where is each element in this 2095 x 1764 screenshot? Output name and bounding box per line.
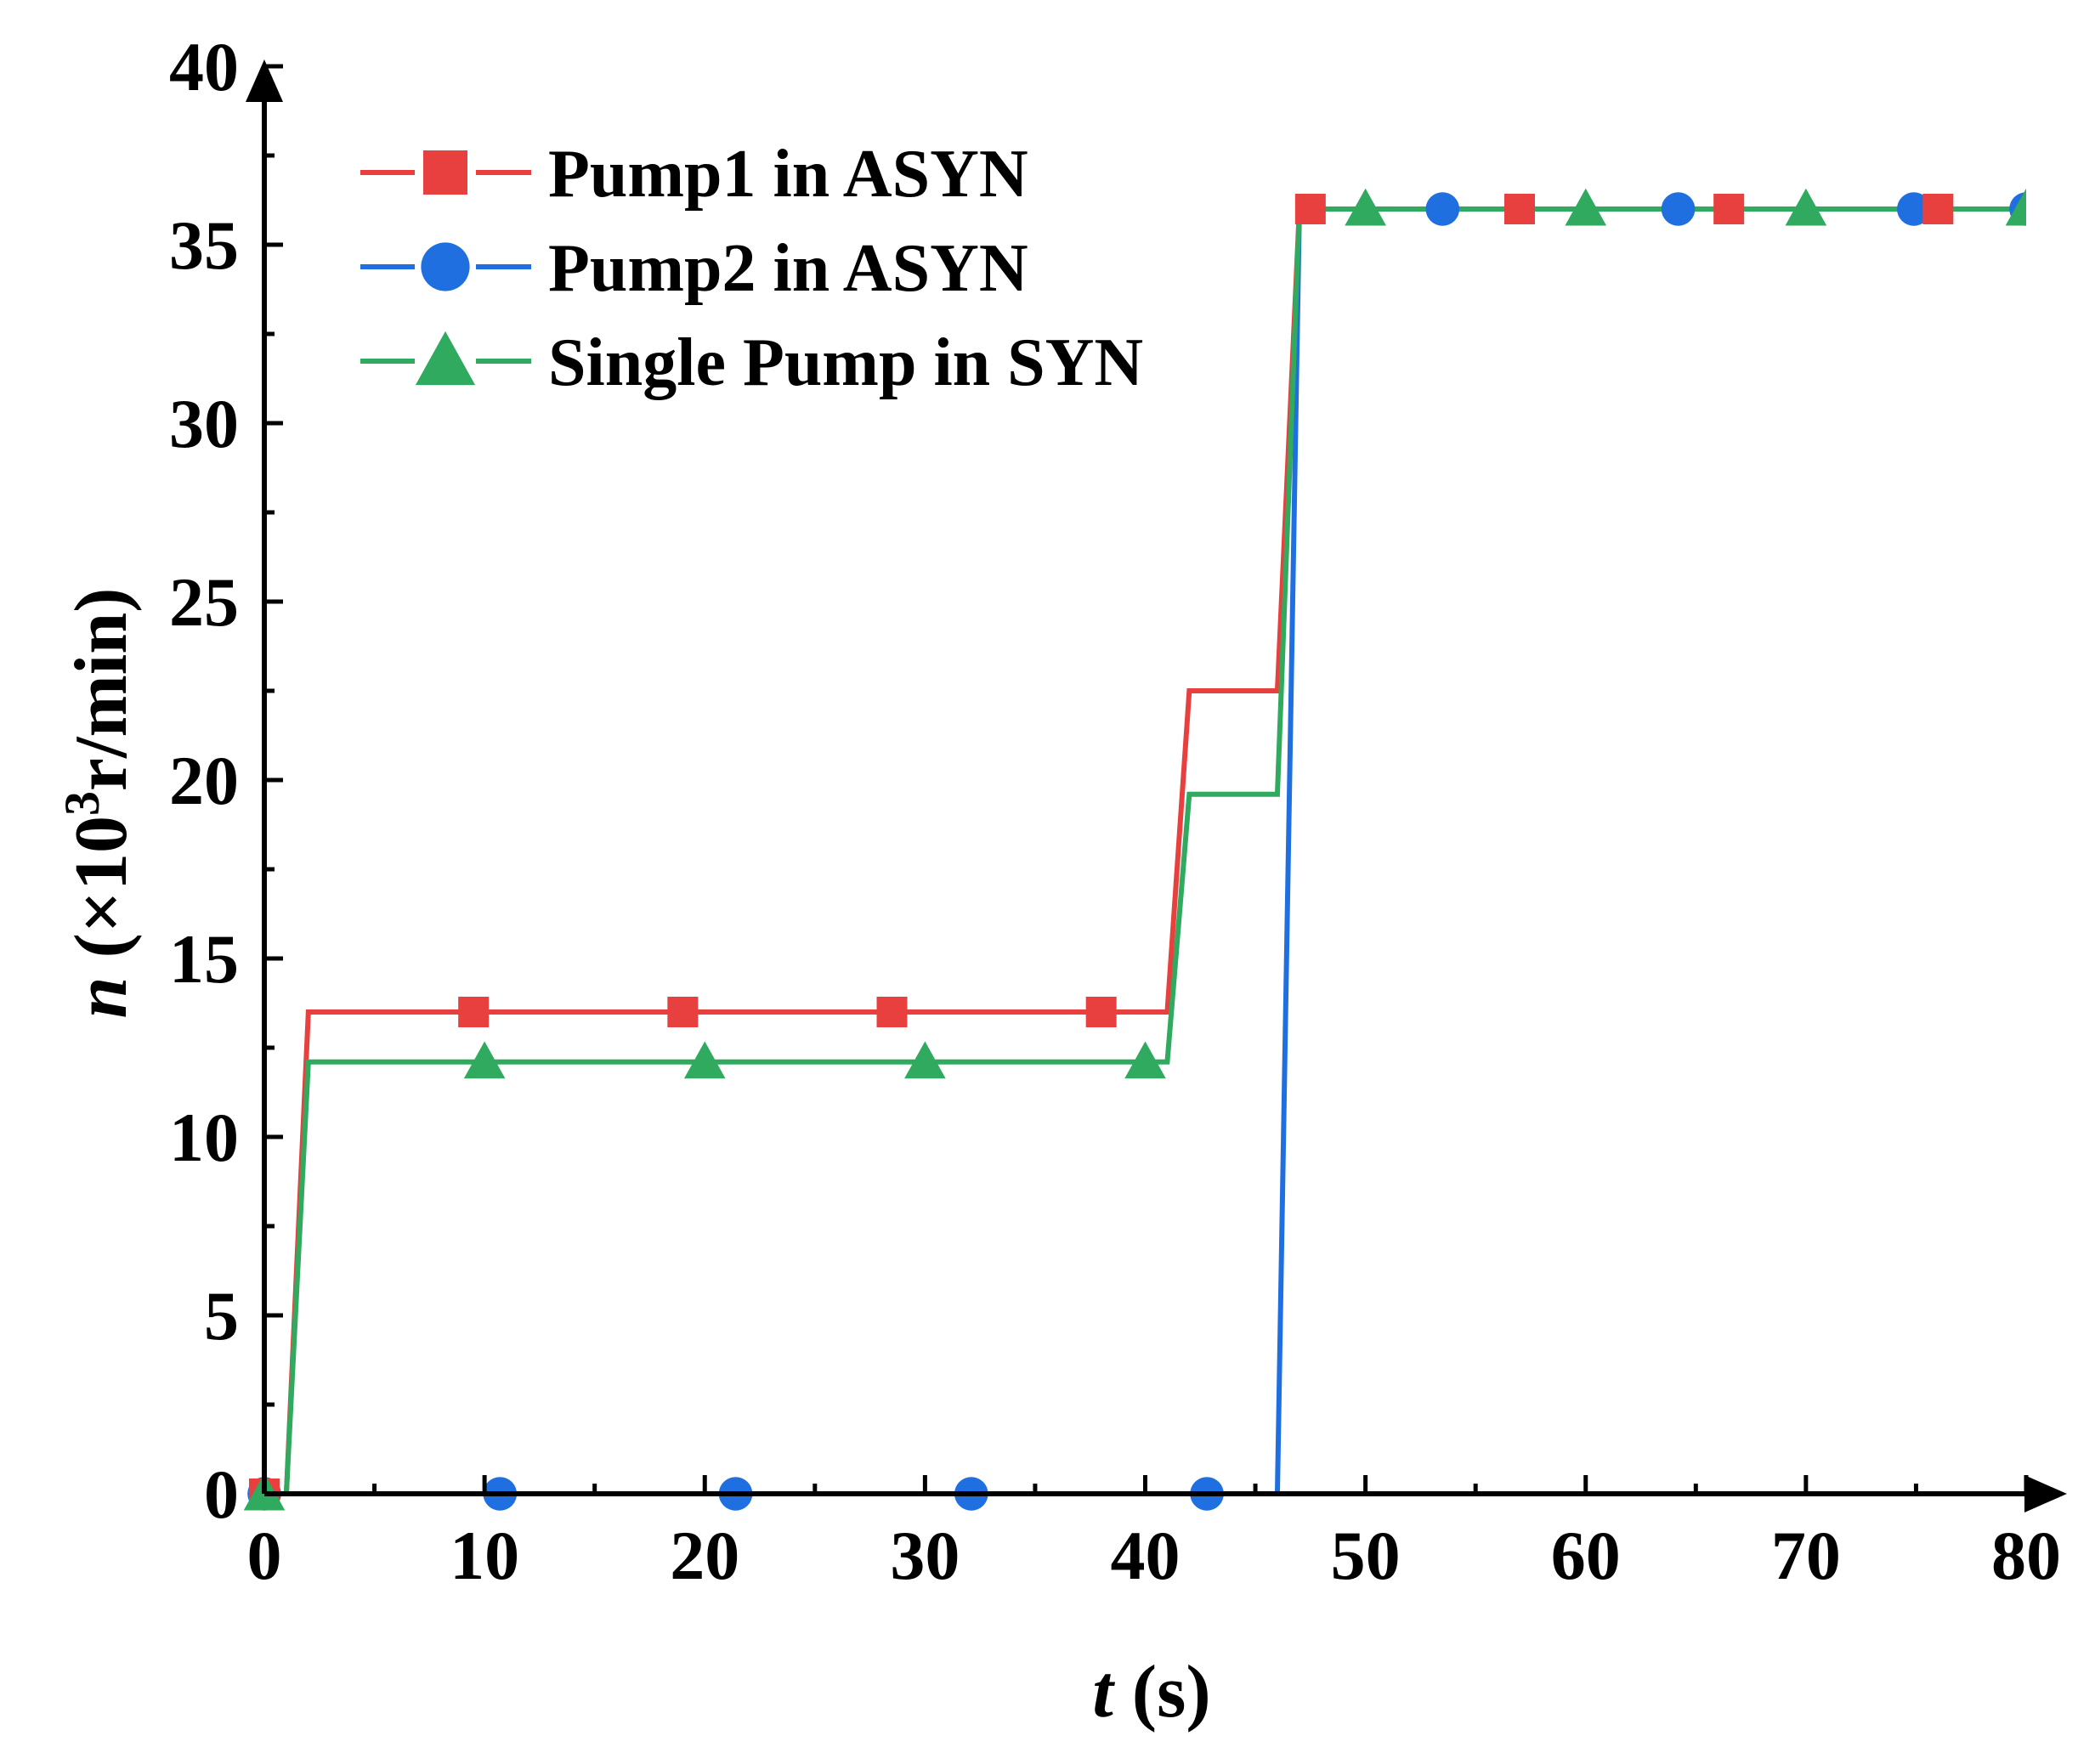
data-point-single-pump-in-syn [1345, 188, 1386, 226]
y-axis-unit-superscript: 3 [54, 791, 110, 816]
series-line-single-pump-in-syn [264, 206, 2026, 1496]
data-point-pump1-in-asyn [667, 997, 699, 1027]
data-point-single-pump-in-syn [463, 1041, 506, 1079]
data-point-pump1-in-asyn [1713, 194, 1745, 224]
data-point-single-pump-in-syn [1565, 188, 1607, 226]
data-point-single-pump-in-syn [1124, 1041, 1166, 1079]
y-tick-label: 30 [169, 385, 239, 462]
y-tick-label: 35 [169, 206, 239, 284]
legend: Pump1 in ASYN Pump2 in ASYN Single Pump in… [360, 137, 1143, 400]
y-axis-variable: n [60, 977, 143, 1019]
data-point-pump2-in-asyn [1661, 192, 1696, 226]
y-tick-label: 0 [204, 1456, 239, 1533]
x-tick-label: 10 [450, 1517, 519, 1594]
data-point-pump1-in-asyn [1922, 194, 1954, 224]
data-point-single-pump-in-syn [683, 1041, 726, 1079]
legend-marker-triangle-icon [415, 331, 476, 386]
y-axis-unit-suffix: r/min) [60, 588, 143, 792]
y-tick-label: 15 [169, 920, 239, 998]
y-tick-label: 5 [204, 1277, 239, 1354]
x-tick-label: 70 [1771, 1517, 1841, 1594]
legend-item-pump2-in-asyn: Pump2 in ASYN [360, 231, 1028, 306]
legend-marker-circle-icon [421, 242, 470, 291]
x-tick-label: 20 [670, 1517, 739, 1594]
x-tick-label: 50 [1331, 1517, 1401, 1594]
y-tick-label: 20 [169, 742, 239, 819]
x-tick-labels: 0 10 20 30 40 50 60 70 80 [247, 1517, 2062, 1594]
legend-item-pump1-in-asyn: Pump1 in ASYN [360, 137, 1028, 212]
series-markers [243, 188, 2026, 1511]
axes [246, 59, 2067, 1512]
data-point-pump1-in-asyn [1504, 194, 1536, 224]
legend-item-single-pump-in-syn: Single Pump in SYN [360, 325, 1143, 400]
series-line-pump1-in-asyn [264, 206, 2026, 1496]
x-tick-label: 40 [1111, 1517, 1181, 1594]
x-axis-arrow-icon [2024, 1475, 2067, 1512]
legend-label: Pump2 in ASYN [548, 231, 1028, 306]
legend-label: Pump1 in ASYN [548, 137, 1028, 212]
y-axis-unit-prefix: (×10 [60, 816, 143, 976]
data-point-pump2-in-asyn [1897, 192, 1931, 226]
y-tick-label: 40 [169, 28, 239, 105]
x-axis-title: t (s) [1092, 1651, 1210, 1733]
data-point-pump1-in-asyn [1294, 194, 1326, 224]
x-axis-unit: (s) [1113, 1651, 1211, 1733]
x-tick-label: 80 [1991, 1517, 2061, 1594]
y-axis-title: n (×103r/min) [54, 588, 143, 1019]
x-tick-label: 60 [1551, 1517, 1621, 1594]
y-axis-arrow-icon [246, 59, 283, 102]
y-tick-label: 10 [169, 1099, 239, 1176]
data-point-single-pump-in-syn [1785, 188, 1827, 226]
data-point-single-pump-in-syn [2005, 188, 2026, 226]
tick-marks [264, 64, 2029, 1494]
series-lines [264, 206, 2026, 1496]
data-point-pump1-in-asyn [458, 997, 490, 1027]
x-tick-label: 30 [890, 1517, 960, 1594]
x-axis-variable: t [1092, 1651, 1115, 1733]
data-point-single-pump-in-syn [904, 1041, 946, 1079]
y-tick-labels: 0 5 10 15 20 25 30 35 40 [169, 28, 239, 1533]
series-line-pump2-in-asyn [264, 206, 2026, 1496]
data-point-pump2-in-asyn [1425, 192, 1460, 226]
y-tick-label: 25 [169, 563, 239, 641]
legend-marker-square-icon [423, 150, 467, 195]
data-point-pump1-in-asyn [876, 997, 908, 1027]
x-tick-label: 0 [247, 1517, 282, 1594]
legend-label: Single Pump in SYN [548, 325, 1143, 400]
data-point-pump1-in-asyn [1085, 997, 1117, 1027]
